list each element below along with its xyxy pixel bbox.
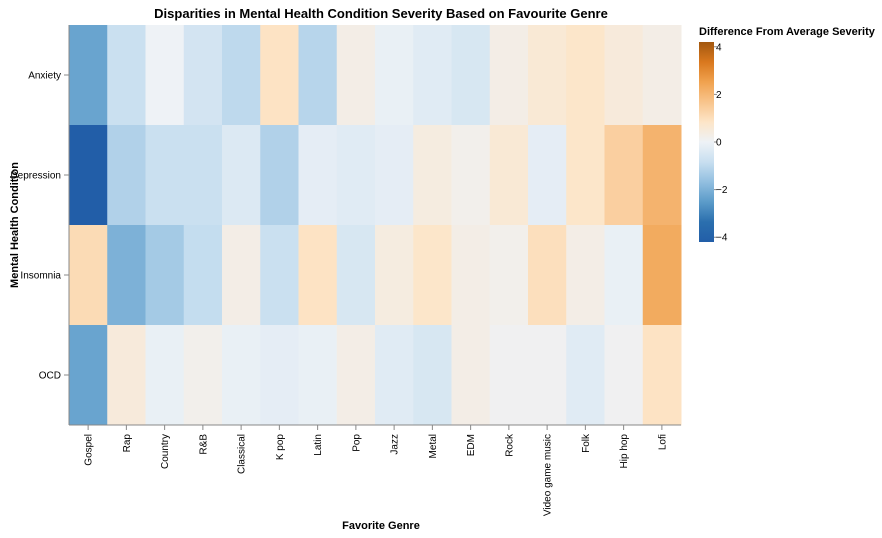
heatmap-cell [528,325,567,426]
x-tick-label: EDM [466,434,477,456]
heatmap-cell [528,225,567,326]
x-tick-label: Lofi [657,434,668,450]
heatmap-cell [566,125,605,226]
heatmap-cell [69,225,108,326]
legend-tick-label: −2 [716,185,728,196]
heatmap-cell [107,325,146,426]
heatmap-cell [69,25,108,126]
heatmap-cell [183,325,223,426]
x-tick-label: Video game music [543,434,554,516]
chart-title: Disparities in Mental Health Condition S… [154,6,608,21]
heatmap-cell [604,325,644,426]
heatmap-cell [145,325,185,426]
y-axis-title: Mental Health Condition [9,162,21,288]
heatmap-cell [336,325,376,426]
heatmap-cell [451,125,491,226]
heatmap-cell [451,325,491,426]
heatmap-cell [298,325,338,426]
heatmap-cell [222,125,261,226]
heatmap-cell [375,325,414,426]
x-tick-label: Jazz [390,434,401,455]
heatmap-cell [642,225,682,326]
legend-title: Difference From Average Severity [699,26,876,38]
x-tick-label: Gospel [84,434,95,466]
heatmap-cell [107,25,146,126]
heatmap-cell [183,25,223,126]
y-tick-label: Depression [10,171,61,182]
heatmap-cell [298,25,338,126]
x-tick-label: Latin [313,434,324,456]
heatmap-cell [183,225,223,326]
heatmap-cell [145,225,185,326]
heatmap-cell [145,125,185,226]
heatmap-cell [260,225,299,326]
y-tick-label: OCD [39,371,61,382]
heatmap-cell [298,125,338,226]
heatmap-cell [566,325,605,426]
x-tick-label: Classical [237,434,248,474]
x-tick-label: Metal [428,434,439,458]
legend-tick-label: 0 [716,138,722,149]
x-tick-label: Rap [122,434,133,453]
heatmap-cell [222,25,261,126]
x-tick-label: Folk [581,433,592,453]
heatmap-cell [413,225,452,326]
heatmap-cell [336,25,376,126]
heatmap-cell [489,25,529,126]
heatmap-cell [260,25,299,126]
heatmap-cell [566,25,605,126]
heatmap-cell [375,225,414,326]
x-tick-label: Pop [351,434,362,452]
x-tick-label: R&B [198,434,209,455]
heatmap-cell [642,325,682,426]
heatmap-cell [69,125,108,226]
legend-ticks: 4 2 0 −2 −4 [714,42,728,244]
heatmap-cell [489,125,529,226]
heatmap-cell [451,225,491,326]
x-tick-label: Hip hop [619,434,630,469]
heatmap-cell [375,125,414,226]
heatmap-cell [260,325,299,426]
heatmap-cell [222,325,261,426]
heatmap-cell [413,325,452,426]
heatmap-cell [451,25,491,126]
heatmap-cell [642,125,682,226]
heatmap-cell [604,225,644,326]
legend-tick-label: −4 [716,233,728,244]
heatmap-cell [489,225,529,326]
legend-tick-label: 2 [716,90,722,101]
legend-tick-label: 4 [716,42,722,53]
heatmap-cell [69,325,108,426]
heatmap-cell [298,225,338,326]
heatmap-cell [260,125,299,226]
heatmap-cell [642,25,682,126]
heatmap-cell [604,25,644,126]
heatmap-cell [107,125,146,226]
heatmap-cells [69,25,682,426]
y-tick-label: Anxiety [28,71,61,82]
y-tick-label: Insomnia [20,271,61,282]
heatmap-cell [336,125,376,226]
heatmap-cell [528,25,567,126]
x-tick-label: Rock [504,433,515,457]
x-tick-label: Country [160,434,171,469]
x-tick-label: K pop [275,434,286,461]
heatmap-cell [566,225,605,326]
heatmap-cell [183,125,223,226]
heatmap-cell [222,225,261,326]
heatmap-cell [145,25,185,126]
legend-color-bar [699,42,714,242]
heatmap-cell [413,25,452,126]
x-axis-title: Favorite Genre [342,520,420,532]
heatmap-cell [604,125,644,226]
heatmap-cell [375,25,414,126]
heatmap-cell [413,125,452,226]
heatmap-cell [107,225,146,326]
color-legend: Difference From Average Severity 4 2 0 −2 −4 [699,26,876,244]
heatmap-cell [336,225,376,326]
axes: Anxiety Depression Insomnia OCD Gospel Rap Cou… [10,25,681,516]
heatmap-cell [489,325,529,426]
heatmap-cell [528,125,567,226]
